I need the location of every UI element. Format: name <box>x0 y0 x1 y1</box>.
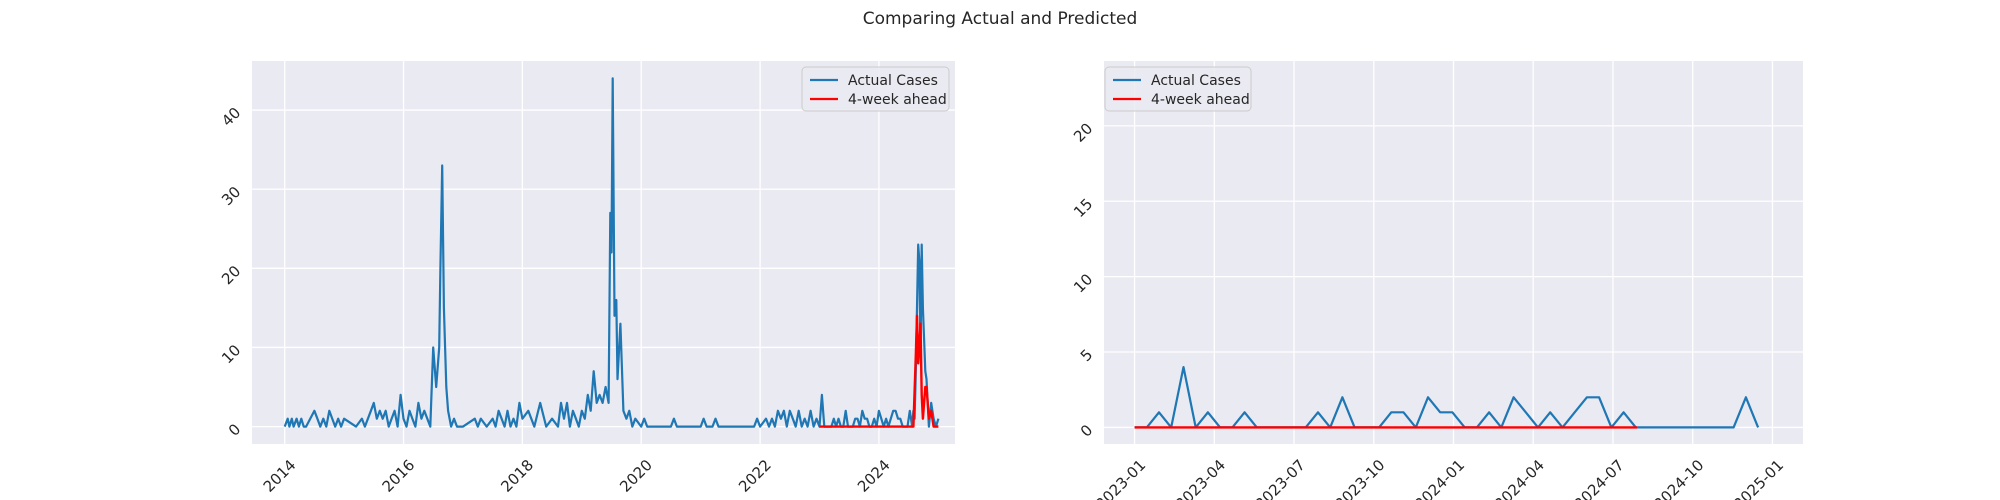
series-line-actual-cases <box>283 77 940 428</box>
plot-area <box>252 61 955 444</box>
x-tick-label: 2022 <box>735 456 775 496</box>
x-tick-label: 2023-07 <box>1252 456 1309 500</box>
y-tick-label: 0 <box>225 420 244 439</box>
x-tick-label: 2023-10 <box>1331 456 1388 500</box>
y-tick-label: 0 <box>1077 421 1096 440</box>
y-tick-label: 5 <box>1077 346 1096 365</box>
y-tick-label: 20 <box>218 262 244 288</box>
x-tick-label: 2024 <box>854 456 894 496</box>
legend-label: 4-week ahead <box>1151 92 1250 108</box>
x-tick-label: 2024-01 <box>1411 456 1468 500</box>
y-tick-label: 10 <box>1070 270 1096 296</box>
legend: Actual Cases 4-week ahead <box>1104 66 1252 112</box>
x-tick-label: 2016 <box>379 456 419 496</box>
series-line-4-week-ahead <box>819 314 939 428</box>
y-tick-label: 30 <box>218 183 244 209</box>
legend-box <box>1104 66 1252 112</box>
x-tick-label: 2024-10 <box>1650 456 1707 500</box>
figure-title: Comparing Actual and Predicted <box>863 9 1138 29</box>
x-tick-label: 2018 <box>497 456 537 496</box>
y-tick-label: 40 <box>218 104 244 130</box>
x-tick-label: 2025-01 <box>1730 456 1787 500</box>
legend: Actual Cases 4-week ahead <box>801 66 950 112</box>
x-tick-label: 2020 <box>616 456 656 496</box>
x-tick-label: 2023-01 <box>1092 456 1149 500</box>
x-tick-label: 2024-04 <box>1491 456 1548 500</box>
legend-label: Actual Cases <box>848 73 938 89</box>
right-chart: 2023-01 2023-04 2023-07 2023-10 2024-01 2024-… <box>1070 61 1803 500</box>
series-line-actual-cases <box>1134 366 1760 429</box>
left-chart: 2014 2016 2018 2020 2022 2024 0 10 20 30 40 Actual … <box>218 61 955 496</box>
legend-label: Actual Cases <box>1151 73 1241 89</box>
y-tick-label: 10 <box>218 341 244 367</box>
x-tick-label: 2023-04 <box>1172 456 1229 500</box>
x-tick-label: 2024-07 <box>1571 456 1628 500</box>
y-tick-label: 15 <box>1070 195 1096 221</box>
legend-label: 4-week ahead <box>848 92 947 108</box>
x-tick-label: 2014 <box>260 456 300 496</box>
y-tick-label: 20 <box>1070 119 1096 145</box>
legend-box <box>801 66 950 112</box>
